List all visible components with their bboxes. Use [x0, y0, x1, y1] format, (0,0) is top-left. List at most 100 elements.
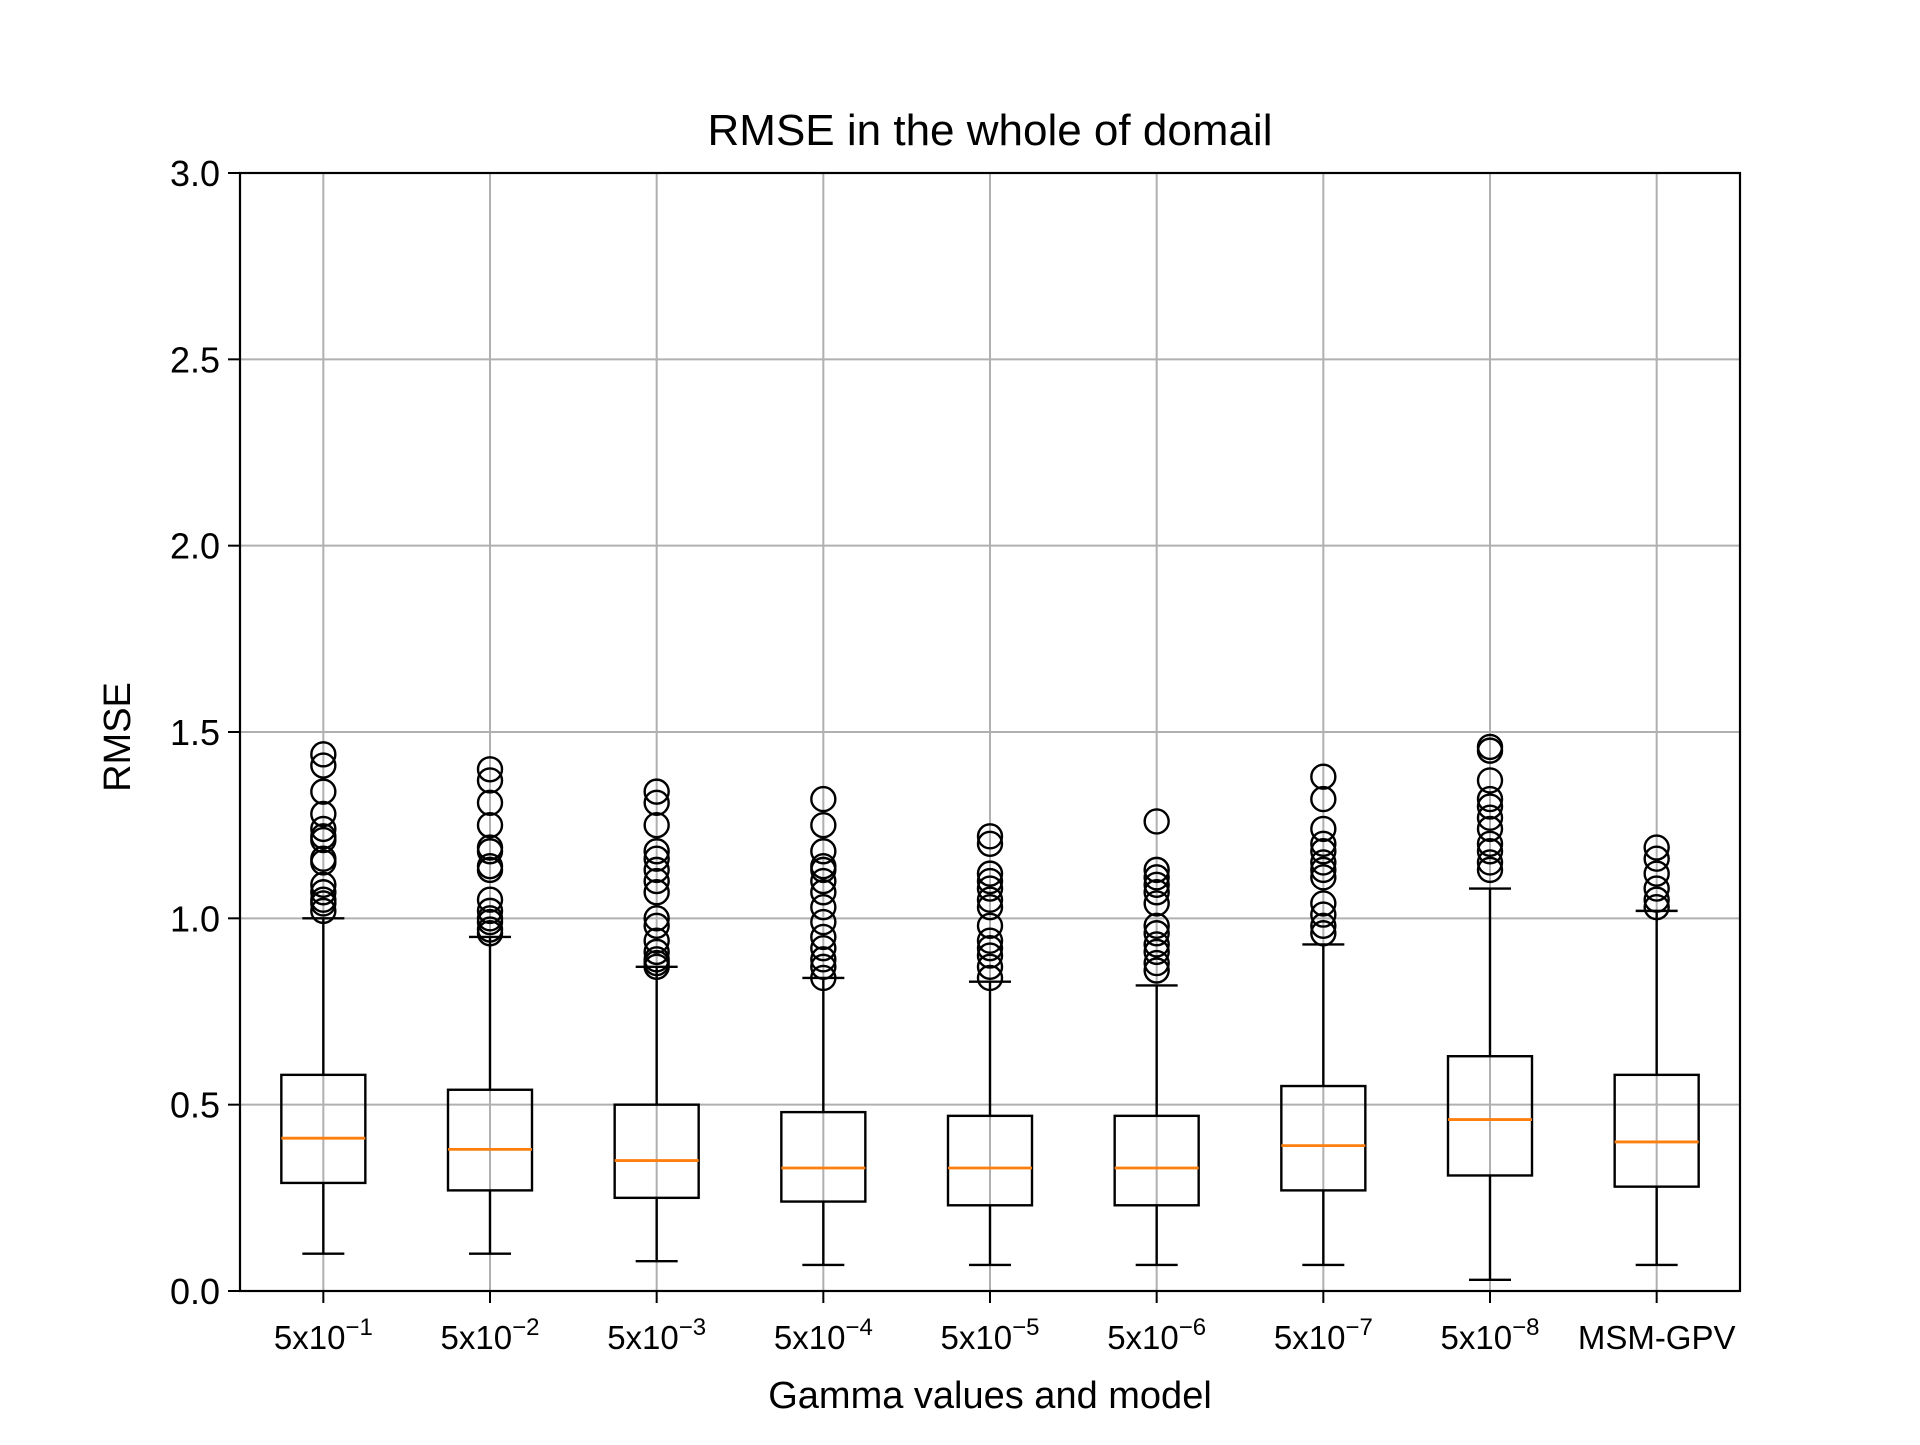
- y-tick-label: 3.0: [170, 153, 220, 194]
- outlier-point: [643, 912, 670, 939]
- outlier-point: [810, 879, 837, 906]
- x-tick-label-exponent: −3: [679, 1314, 706, 1341]
- outlier-point: [643, 938, 670, 966]
- outlier-point: [810, 953, 837, 980]
- x-tick-label: 5x10−5: [941, 1314, 1040, 1356]
- outlier-point: [1476, 793, 1504, 820]
- outlier-point: [1310, 849, 1337, 876]
- x-tick-label: 5x10−6: [1107, 1314, 1206, 1356]
- outlier-point: [310, 778, 337, 805]
- outlier-point: [1143, 920, 1170, 947]
- x-tick-label-exponent: −4: [845, 1314, 872, 1341]
- outlier-point: [810, 838, 837, 865]
- iqr-box: [946, 1114, 1034, 1207]
- outlier-point: [1310, 815, 1337, 843]
- outlier-point: [1643, 886, 1670, 913]
- iqr-box: [1613, 1073, 1700, 1188]
- outlier-point: [643, 811, 670, 839]
- outlier-point: [976, 823, 1004, 850]
- outlier-point: [1143, 931, 1170, 958]
- outlier-point: [976, 893, 1004, 921]
- box-item: [280, 741, 367, 1255]
- outlier-point: [310, 815, 337, 843]
- outlier-point: [1310, 864, 1337, 891]
- x-tick-label: 5x10−7: [1274, 1314, 1373, 1356]
- outlier-point: [810, 867, 837, 895]
- outlier-point: [476, 811, 504, 839]
- outlier-point: [476, 767, 504, 794]
- x-tick-label: 5x10−8: [1441, 1314, 1540, 1356]
- outlier-point: [1476, 767, 1504, 794]
- outlier-point: [976, 953, 1004, 980]
- x-tick-label-base: 5x10: [774, 1319, 846, 1356]
- y-tick-label: 1.5: [170, 712, 220, 753]
- iqr-box: [1113, 1114, 1200, 1207]
- outlier-point: [976, 875, 1004, 902]
- outlier-point: [476, 897, 504, 925]
- outlier-point: [1143, 856, 1170, 884]
- x-tick-label: 5x10−3: [607, 1314, 706, 1356]
- box-item: [1113, 808, 1200, 1267]
- outlier-point: [1143, 938, 1170, 966]
- outlier-point: [1310, 838, 1337, 865]
- outlier-point: [310, 741, 337, 768]
- iqr-box: [1446, 1055, 1534, 1177]
- outlier-point: [310, 800, 337, 828]
- y-tick-label: 0.5: [170, 1085, 220, 1126]
- outlier-point: [476, 905, 504, 932]
- iqr-box: [780, 1110, 867, 1203]
- iqr-box: [1280, 1084, 1367, 1192]
- outlier-point: [310, 871, 337, 898]
- y-tick-label: 2.0: [170, 526, 220, 567]
- x-axis-label: Gamma values and model: [768, 1375, 1212, 1417]
- outlier-point: [976, 867, 1004, 895]
- x-tick-label-exponent: −6: [1179, 1314, 1206, 1341]
- box-item: [946, 823, 1034, 1267]
- x-tick-label-base: MSM-GPV: [1578, 1319, 1736, 1356]
- outlier-point: [1143, 949, 1170, 977]
- outlier-point: [1643, 893, 1670, 921]
- outlier-point: [1476, 849, 1504, 876]
- outlier-point: [1643, 845, 1670, 872]
- x-tick-label-exponent: −1: [345, 1314, 372, 1341]
- iqr-box: [446, 1088, 534, 1192]
- outlier-point: [643, 946, 670, 973]
- outlier-point: [976, 934, 1004, 962]
- outlier-point: [1310, 920, 1337, 947]
- outlier-point: [1143, 879, 1170, 906]
- outlier-point: [643, 778, 670, 805]
- outlier-point: [1476, 856, 1504, 884]
- outlier-point: [310, 823, 337, 850]
- outlier-point: [810, 964, 837, 992]
- outlier-point: [976, 964, 1004, 992]
- outlier-point: [476, 834, 504, 861]
- outlier-point: [476, 789, 504, 817]
- y-tick-label: 0.0: [170, 1271, 220, 1312]
- chart-title: RMSE in the whole of domail: [708, 106, 1273, 155]
- outlier-point: [1310, 856, 1337, 884]
- outlier-point: [976, 886, 1004, 913]
- outlier-point: [310, 886, 337, 913]
- outlier-point: [643, 838, 670, 865]
- outlier-point: [976, 912, 1004, 939]
- outlier-point: [643, 927, 670, 954]
- outlier-point: [1476, 815, 1504, 843]
- outlier-point: [1143, 912, 1170, 939]
- outlier-point: [810, 785, 837, 813]
- outlier-point: [310, 897, 337, 925]
- outlier-point: [976, 830, 1004, 857]
- outlier-point: [643, 856, 670, 884]
- outlier-point: [1476, 830, 1504, 857]
- outlier-point: [810, 923, 837, 951]
- outlier-point: [476, 916, 504, 943]
- outlier-point: [810, 811, 837, 839]
- outlier-point: [1476, 785, 1504, 813]
- box-item: [613, 778, 700, 1263]
- outlier-point: [1476, 838, 1504, 865]
- outlier-point: [310, 752, 337, 779]
- outlier-point: [643, 879, 670, 906]
- outlier-point: [976, 927, 1004, 954]
